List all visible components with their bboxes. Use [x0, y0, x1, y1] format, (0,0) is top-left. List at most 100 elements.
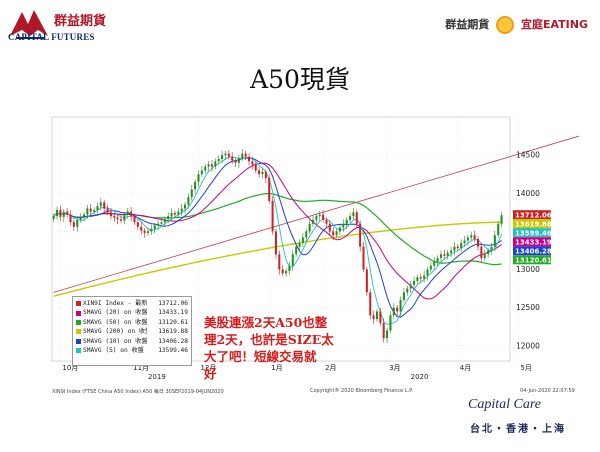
candle-body: [52, 216, 55, 220]
candle-body: [476, 239, 480, 247]
legend-value: 13406.28: [158, 337, 188, 345]
candle-body: [382, 322, 385, 339]
candle-body: [96, 206, 99, 211]
x-tick-label: 5月: [520, 364, 531, 372]
candle-body: [194, 181, 197, 190]
candle-body: [177, 211, 180, 215]
legend-label: SMAVG (20) on 收盤: [83, 309, 147, 317]
candle-body: [419, 277, 422, 279]
sma-5-line: [53, 156, 503, 325]
candle-body: [379, 311, 382, 323]
candle-body: [214, 161, 217, 167]
candle-body: [423, 275, 426, 279]
x-tick-label: 10月: [62, 364, 78, 372]
annotation-line: 美股連漲2天A50也整: [204, 315, 328, 330]
y-tick-label: 12500: [516, 303, 540, 312]
candle-body: [450, 250, 453, 253]
candle-body: [480, 246, 483, 259]
candle-body: [247, 156, 251, 162]
legend-value: 13120.61: [158, 318, 188, 326]
candle-body: [456, 246, 459, 249]
candle-body: [103, 202, 106, 209]
legend-swatch: [76, 338, 81, 344]
sma-50-line: [53, 192, 502, 266]
candle-body: [123, 214, 126, 221]
candle-body: [153, 225, 156, 230]
timestamp-text: 04-Jun-2020 22:07:59: [520, 388, 575, 394]
candle-body: [157, 223, 160, 226]
candle-body: [187, 197, 190, 205]
candle-body: [386, 330, 389, 339]
candle-body: [285, 271, 288, 274]
candle-body: [416, 277, 419, 281]
candle-body: [227, 153, 230, 157]
candle-body: [429, 265, 432, 270]
legend-item: SMAVG (5) on 收盤 13599.46: [76, 346, 188, 355]
annotation-line: 理2天，也許是SIZE太: [204, 332, 334, 347]
candle-body: [170, 213, 173, 217]
candle-body: [180, 208, 183, 212]
candle-body: [241, 153, 244, 159]
brand-right-left: 群益期貨: [445, 18, 490, 31]
candle-body: [443, 254, 446, 256]
candle-body: [146, 231, 149, 233]
sun-icon: [496, 16, 515, 34]
candle-body: [210, 164, 213, 167]
candle-body: [342, 223, 345, 228]
logo-mark-icon: [10, 10, 48, 39]
candle-body: [288, 265, 291, 272]
legend-item: XIN9I Index - 最新價 13712.06: [76, 299, 188, 308]
candle-body: [335, 231, 338, 236]
y-tick-label: 13000: [516, 265, 540, 274]
legend-value: 13619.88: [158, 328, 188, 336]
candle-body: [352, 212, 355, 217]
value-tag-label: 13599.46: [515, 229, 552, 237]
candle-body: [322, 214, 325, 220]
brand-right-right: 宜庭EATING: [520, 18, 588, 31]
candle-body: [163, 219, 166, 223]
x-tick-label: 3月: [389, 364, 400, 372]
candle-body: [89, 208, 92, 212]
candle-body: [120, 219, 123, 221]
candle-body: [160, 222, 163, 224]
candle-body: [365, 269, 368, 293]
candle-body: [254, 164, 257, 171]
candle-body: [301, 237, 304, 243]
x-axis: 10月 11月 12月 1月 2月 3月 4月 5月 2019 2020: [62, 364, 531, 381]
candle-body: [221, 155, 224, 159]
candle-body: [402, 292, 405, 300]
candle-body: [82, 214, 86, 218]
candle-body: [325, 219, 328, 224]
candle-body: [369, 292, 372, 316]
candle-body: [396, 307, 399, 312]
candle-body: [362, 246, 365, 270]
candle-body: [66, 211, 69, 215]
legend-swatch: [76, 329, 81, 335]
candle-body: [207, 164, 210, 167]
candle-body: [150, 229, 153, 232]
y-tick-label: 14500: [516, 151, 540, 160]
candle-body: [264, 171, 267, 178]
candle-body: [93, 210, 96, 212]
candle-body: [167, 216, 170, 220]
sma-200-line: [53, 221, 502, 297]
candle-body: [72, 222, 75, 227]
capital-care-cities: 台北・香港・上海: [470, 424, 566, 435]
legend-item: SMAVG (50) on 收盤 13120.61: [76, 318, 188, 327]
candle-body: [338, 227, 341, 232]
candle-body: [298, 242, 301, 247]
candle-body: [116, 217, 119, 220]
candle-body: [463, 240, 466, 243]
y-tick-label: 12000: [516, 341, 540, 350]
value-tag-label: 13433.19: [515, 238, 552, 246]
candle-body: [315, 216, 318, 220]
legend-item: SMAVG (200) on 收盤 13619.88: [76, 327, 188, 336]
candle-body: [271, 200, 274, 232]
candle-body: [130, 211, 133, 217]
candle-body: [258, 170, 261, 175]
candle-body: [460, 242, 463, 249]
x-tick-label: 1月: [271, 364, 282, 372]
candle-body: [251, 161, 254, 165]
candle-body: [372, 315, 375, 320]
brand-right: 群益期貨 宜庭EATING: [445, 16, 588, 34]
